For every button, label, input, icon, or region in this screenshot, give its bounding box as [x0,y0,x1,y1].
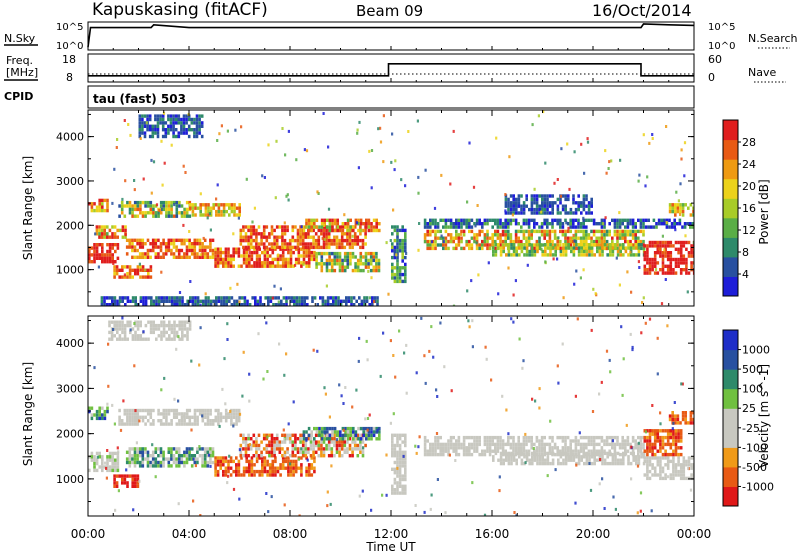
velocity-colorbar-swatch-7 [723,349,738,370]
x-tick-3: 12:00 [374,527,409,541]
power-ytick-2: 3000 [56,175,84,188]
x-tick-4: 16:00 [475,527,510,541]
velocity-colorbar-swatch-8 [723,330,738,351]
x-tick-2: 08:00 [273,527,308,541]
x-tick-5: 20:00 [576,527,611,541]
velocity-ylabel: Slant Range [km] [21,362,35,466]
velocity-colorbar-swatch-5 [723,388,738,409]
power-colorbar-label: Power [dB] [757,179,771,244]
velocity-colorbar-tick-0: -1000 [742,480,774,493]
velocity-colorbar-swatch-0 [723,486,738,507]
velocity-colorbar-swatch-1 [723,466,738,487]
x-axis-label: Time UT [365,540,416,554]
power-ylabel: Slant Range [km] [21,156,35,260]
velocity-colorbar-swatch-6 [723,369,738,390]
noise-search-label: N.Search [748,32,798,45]
power-colorbar-swatch-4 [723,198,738,219]
velocity-colorbar-tick-1: -500 [742,461,767,474]
power-ytick-3: 4000 [56,131,84,144]
power-colorbar-tick-6: 28 [742,136,756,149]
noise-right-tick-bottom: 10^0 [708,41,735,52]
power-colorbar-tick-2: 12 [742,224,756,237]
velocity-colorbar-swatch-4 [723,408,738,429]
power-ytick-1: 2000 [56,219,84,232]
power-ytick-0: 1000 [56,264,84,277]
nave-right-tick-top: 60 [708,53,722,66]
velocity-colorbar-tick-3: -25 [742,422,760,435]
x-tick-0: 00:00 [71,527,106,541]
velocity-colorbar-tick-6: 500 [742,363,763,376]
power-colorbar-tick-3: 16 [742,202,756,215]
noise-sky-label: N.Sky [4,32,36,45]
velocity-colorbar-tick-4: 25 [742,402,756,415]
frequency-panel: Freq. [MHz] 18 8 60 0 Nave [4,53,786,84]
freq-left-tick-top: 18 [62,53,76,66]
freq-label: Freq. [6,54,33,67]
power-colorbar-swatch-6 [723,159,738,180]
velocity-ytick-1: 2000 [56,428,84,441]
velocity-colorbar-tick-5: 100 [742,383,763,396]
freq-left-tick-bottom: 8 [66,71,73,84]
power-colorbar-swatch-2 [723,237,738,258]
freq-unit-label: [MHz] [6,66,38,79]
nave-right-tick-bottom: 0 [708,71,715,84]
power-colorbar-swatch-7 [723,139,738,160]
velocity-colorbar-label: Velocity [m s^-1] [757,364,771,468]
station-title: Kapuskasing (fitACF) [92,0,268,20]
date-title: 16/Oct/2014 [592,1,692,20]
velocity-colorbar-tick-7: 1000 [742,344,770,357]
power-colorbar-tick-5: 24 [742,158,756,171]
power-colorbar-tick-0: 4 [742,268,749,281]
power-colorbar: 4 8 12 16 20 24 28 [722,119,756,297]
power-colorbar-swatch-5 [723,178,738,199]
velocity-colorbar-swatch-3 [723,427,738,448]
x-tick-1: 04:00 [172,527,207,541]
noise-left-tick-top: 10^5 [56,22,83,33]
nave-label: Nave [748,66,776,79]
velocity-ytick-0: 1000 [56,473,84,486]
power-colorbar-tick-4: 20 [742,180,756,193]
noise-right-tick-top: 10^5 [708,22,735,33]
power-colorbar-swatch-8 [723,120,738,141]
power-colorbar-swatch-3 [723,217,738,238]
frequency-series [88,62,694,77]
velocity-ytick-3: 4000 [56,337,84,350]
cpid-value: tau (fast) 503 [93,92,186,106]
power-colorbar-swatch-1 [723,256,738,277]
x-tick-6: 00:00 [677,527,712,541]
velocity-colorbar-swatch-2 [723,447,738,468]
power-colorbar-swatch-0 [723,276,738,297]
noise-left-tick-bottom: 10^0 [56,41,83,52]
noise-panel: N.Sky 10^5 10^0 10^5 10^0 N.Search [4,21,798,52]
noise-sky-series [87,23,695,48]
power-colorbar-tick-1: 8 [742,246,749,259]
velocity-ytick-2: 3000 [56,382,84,395]
beam-title: Beam 09 [356,2,423,20]
velocity-colorbar: -1000 -500 -100 -25 25 100 500 1000 [722,329,774,507]
velocity-colorbar-tick-2: -100 [742,441,767,454]
power-panel: 1000 2000 3000 4000 Slant Range [km] 4 8 12 16… [21,109,771,307]
cpid-label: CPID [4,90,33,103]
